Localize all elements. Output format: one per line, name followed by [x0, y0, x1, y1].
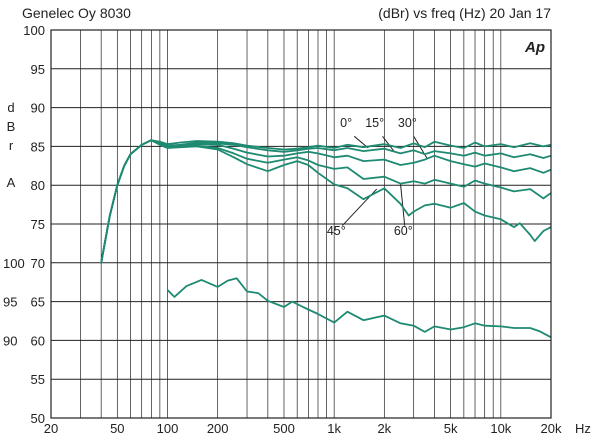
x-tick-label: 5k [444, 421, 458, 436]
x-unit-label: Hz [575, 421, 591, 436]
angle-annotation: 0° [340, 116, 352, 130]
header-right-title: (dBr) vs freq (Hz) 20 Jan 17 [378, 5, 551, 21]
x-tick-labels: 20 50 100 200 500 1k 2k 5k 10k 20k [44, 421, 562, 436]
x-tick-label: 500 [273, 421, 295, 436]
x-tick-label: 20k [541, 421, 562, 436]
y-tick-label: 65 [31, 295, 45, 310]
header-left-title: Genelec Oy 8030 [22, 5, 131, 21]
plot-frame [50, 29, 552, 419]
y-tick-label: 70 [31, 256, 45, 271]
y-tick-label: 85 [31, 139, 45, 154]
y-tick-labels: 50 55 60 65 70 75 80 85 90 95 100 [23, 23, 45, 426]
y-label-letter: r [9, 138, 14, 153]
curve-series [100, 139, 552, 339]
response-curve [166, 277, 552, 339]
y-label-letter: B [7, 119, 16, 134]
y-tick-label: 95 [31, 62, 45, 77]
y-tick-label: 100 [23, 23, 45, 38]
y-tick-label: 80 [31, 178, 45, 193]
y-tick-label: 60 [31, 333, 45, 348]
y-label-letter: A [7, 175, 16, 190]
angle-annotation: 15° [365, 116, 384, 130]
x-tick-label: 200 [207, 421, 229, 436]
grid-lines [51, 30, 551, 418]
secondary-y-tick-label: 95 [3, 295, 17, 310]
annotation-leader-line [382, 136, 395, 153]
angle-annotation: 30° [398, 116, 417, 130]
y-tick-label: 55 [31, 372, 45, 387]
angle-annotation: 60° [394, 224, 413, 238]
y-label-letter: d [7, 100, 14, 115]
y-tick-label: 50 [31, 411, 45, 426]
annotation-leader-line [399, 183, 406, 226]
y-tick-label: 75 [31, 217, 45, 232]
x-tick-label: 20 [44, 421, 58, 436]
secondary-y-tick-label: 90 [3, 333, 17, 348]
x-tick-label: 50 [110, 421, 124, 436]
x-tick-label: 1k [327, 421, 341, 436]
x-tick-label: 10k [490, 421, 511, 436]
y-axis-label: dBr A [7, 100, 16, 190]
secondary-y-tick-label: 100 [3, 256, 25, 271]
x-tick-label: 100 [157, 421, 179, 436]
x-tick-label: 2k [377, 421, 391, 436]
ap-logo: Ap [524, 39, 545, 56]
response-curve [100, 139, 552, 263]
secondary-y-tick-labels: 100 95 90 [3, 256, 25, 349]
angle-annotations: 0° 15° 30° 45° 60° [327, 116, 417, 238]
angle-annotation: 45° [327, 224, 346, 238]
y-tick-label: 90 [31, 101, 45, 116]
